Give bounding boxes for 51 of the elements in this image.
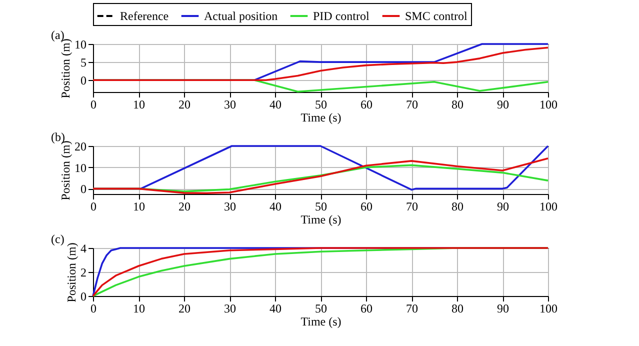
x-tick-label: 10 [133, 98, 145, 112]
x-tick-label: 70 [406, 302, 418, 316]
x-tick-label: 40 [270, 302, 282, 316]
x-axis-title: Time (s) [300, 314, 342, 328]
y-tick-label: 10 [74, 160, 86, 175]
x-tick-label: 40 [270, 98, 282, 112]
x-tick-label: 10 [133, 302, 145, 316]
y-tick-label: 10 [74, 38, 86, 52]
x-axis-title: Time (s) [300, 212, 342, 226]
legend-label: SMC control [405, 9, 468, 23]
x-tick-label: 80 [452, 302, 464, 316]
y-tick-label: 2 [80, 266, 86, 280]
x-tick-label: 20 [178, 200, 190, 214]
x-tick-label: 80 [452, 200, 464, 214]
legend-label: Actual position [204, 9, 278, 23]
x-tick-label: 30 [224, 200, 236, 214]
x-tick-label: 90 [497, 98, 509, 112]
x-tick-label: 20 [178, 302, 190, 316]
text: (c) [51, 232, 64, 246]
x-tick-label: 70 [406, 200, 418, 214]
x-tick-label: 50 [315, 302, 327, 316]
x-tick-label: 40 [270, 200, 282, 214]
y-tick-label: 5 [80, 56, 86, 70]
x-tick-label: 50 [315, 98, 327, 112]
x-tick-label: 70 [406, 98, 418, 112]
x-tick-label: 100 [540, 200, 558, 214]
x-tick-label: 100 [540, 98, 558, 112]
x-tick-label: 100 [540, 302, 558, 316]
x-tick-label: 60 [360, 200, 372, 214]
x-axis-title: Time (s) [300, 110, 342, 124]
x-tick-label: 0 [90, 200, 96, 214]
x-tick-label: 90 [497, 302, 509, 316]
x-tick-label: 60 [360, 98, 372, 112]
legend-label: PID control [313, 9, 370, 23]
y-tick-label: 0 [80, 74, 86, 88]
x-tick-label: 50 [315, 200, 327, 214]
x-tick-label: 0 [90, 302, 96, 316]
x-tick-label: 30 [224, 98, 236, 112]
y-tick-label: 20 [74, 140, 86, 154]
x-tick-label: 0 [90, 98, 96, 112]
y-tick-label: 4 [80, 242, 86, 256]
x-tick-label: 60 [360, 302, 372, 316]
x-tick-label: 30 [224, 302, 236, 316]
x-tick-label: 80 [452, 98, 464, 112]
x-tick-label: 10 [133, 200, 145, 214]
y-tick-label: 0 [80, 182, 86, 196]
x-tick-label: 20 [178, 98, 190, 112]
y-tick-label: 0 [80, 290, 86, 304]
y-axis-title: Position (m) [64, 242, 78, 302]
x-tick-label: 90 [497, 200, 509, 214]
legend-label: Reference [120, 9, 169, 23]
